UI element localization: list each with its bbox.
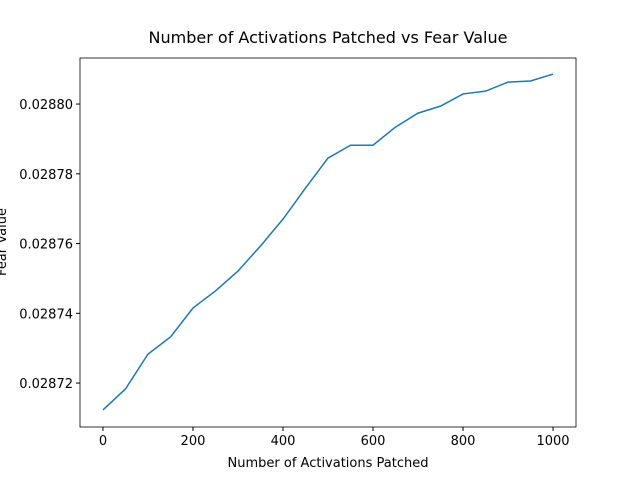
- x-tick-label: 400: [271, 434, 296, 449]
- y-tick-label: 0.02880: [19, 98, 73, 113]
- x-tick-label: 1000: [536, 434, 569, 449]
- x-tick-label: 0: [99, 434, 107, 449]
- x-tick-label: 800: [451, 434, 476, 449]
- y-tick-label: 0.02878: [19, 168, 73, 183]
- x-axis-label: Number of Activations Patched: [228, 456, 429, 471]
- y-tick-label: 0.02876: [19, 238, 73, 253]
- y-tick-label: 0.02874: [19, 307, 73, 322]
- x-tick-label: 600: [361, 434, 386, 449]
- chart-title: Number of Activations Patched vs Fear Va…: [149, 28, 508, 47]
- x-tick-label: 200: [181, 434, 206, 449]
- y-tick-label: 0.02872: [19, 377, 73, 392]
- line-series: [102, 73, 554, 411]
- y-axis-label: Fear Value: [0, 208, 10, 276]
- plot-frame: [79, 57, 577, 428]
